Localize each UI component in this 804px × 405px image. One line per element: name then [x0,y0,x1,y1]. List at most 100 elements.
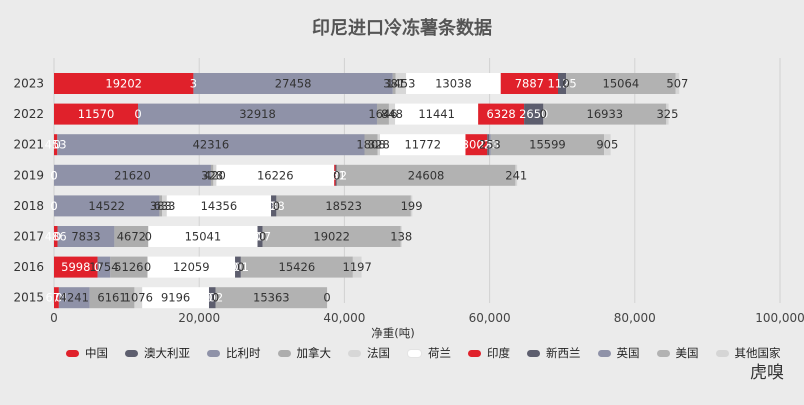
legend-swatch [407,348,422,358]
bar-segment [558,73,567,94]
bar-segment [97,256,111,278]
data-label: 4672 [117,230,146,244]
data-label: 21620 [114,168,151,182]
bar-segment [235,256,241,278]
bar-segment [364,134,378,156]
bar-segment [162,195,167,217]
bar-segment [208,287,216,309]
bar-segment [515,164,518,186]
data-label: 848 [381,107,403,121]
data-label: 0 [205,291,212,305]
legend-swatch [207,349,220,357]
data-label: 1754 [89,260,118,274]
data-label: 7833 [71,230,100,244]
data-label: 0 [145,230,152,244]
data-label: 9196 [161,291,190,305]
data-label: 383 [150,199,172,213]
y-tick-label: 2015 [13,291,44,305]
y-tick-label: 2022 [13,107,44,121]
bar-segment [57,226,115,247]
bar-segment [604,134,611,156]
x-tick-label: 20,000 [178,311,220,325]
data-label: 1076 [124,291,153,305]
data-label: 7887 [515,77,544,91]
legend-item: 澳大利亚 [125,345,190,361]
data-label: 32918 [239,107,276,121]
data-label: 633 [154,199,176,213]
data-label: 328 [201,168,223,182]
y-tick-label: 2018 [13,199,44,213]
legend-label: 英国 [616,346,640,360]
bar-segment [54,103,138,125]
data-label: 902 [201,291,223,305]
bar-segment [465,134,488,156]
legend-swatch [527,349,540,357]
legend-swatch [66,349,79,357]
data-label: 42316 [193,138,230,152]
data-label: 14522 [88,199,125,213]
data-label: 138 [390,230,412,244]
chart-title: 印尼进口冷冻薯条数据 [312,18,492,39]
data-label: 0 [50,199,57,213]
data-label: 801 [227,260,249,274]
x-tick-label: 80,000 [614,311,656,325]
data-label: 27458 [275,77,312,91]
data-label: 1808 [356,138,385,152]
bar-segment [395,73,407,94]
legend-label: 印度 [487,346,510,360]
legend-item: 加拿大 [277,345,331,361]
bar-segment [271,195,277,217]
legend-swatch [468,349,481,357]
bar-segment [137,103,377,125]
data-label: 0 [259,230,266,244]
bar-segment [54,195,160,217]
bar-segment [210,164,214,186]
bar-segment [159,195,163,217]
legend-item: 其他国家 [715,345,781,361]
legend-label: 荷兰 [428,346,451,360]
bar-segment [377,134,381,156]
bar-segment [376,103,389,125]
data-label: 0 [94,260,101,274]
data-label: 3 [190,77,197,91]
bar-segment [566,73,676,94]
data-label: 253 [479,138,501,152]
bar-segment [114,226,149,247]
data-label: 19202 [105,77,142,91]
data-label: 5126 [114,260,143,274]
data-label: 24608 [408,168,445,182]
bar-segment [490,134,605,156]
data-label: 0 [212,291,219,305]
bar-segment [54,256,98,278]
bar-segment [54,287,59,309]
legend-swatch [715,349,729,357]
data-label: 15064 [603,77,640,91]
bar-segment [54,134,58,156]
legend-item: 法国 [348,345,390,361]
y-tick-label: 2019 [13,168,44,182]
data-label: 15599 [529,138,566,152]
legend-label: 其他国家 [734,346,781,360]
bar-segment [392,73,396,94]
data-label: 0 [54,230,61,244]
x-axis-label: 净重(吨) [371,326,414,340]
data-label: 11772 [404,138,441,152]
data-label: 181 [324,168,346,182]
y-tick-label: 2021 [13,138,44,152]
bar-segment [380,134,466,156]
bar-segment [406,73,501,94]
data-label: 0 [50,168,57,182]
data-label: 3002 [462,138,491,152]
x-tick-label: 60,000 [469,311,511,325]
legend-label: 比利时 [226,346,261,360]
data-label: 16933 [587,107,624,121]
data-label: 381 [383,77,405,91]
data-label: 328 [368,138,390,152]
data-label: 0 [563,77,570,91]
bar-segment [147,256,236,278]
y-tick-label: 2016 [13,260,44,274]
data-label: 0 [54,138,61,152]
data-label: 6161 [97,291,126,305]
bar-segment [488,134,491,156]
data-label: 0 [55,291,62,305]
